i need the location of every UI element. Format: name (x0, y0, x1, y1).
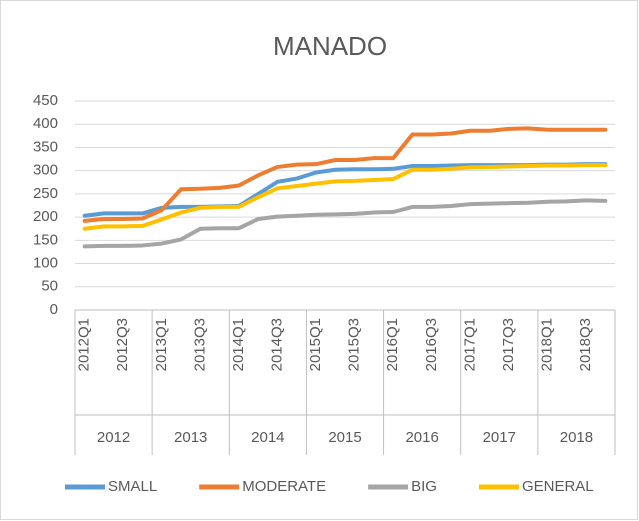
x-group-label: 2017 (483, 429, 516, 446)
x-tick-label: 2016Q1 (384, 318, 401, 371)
x-tick-label: 2013Q3 (191, 318, 208, 371)
x-tick-label: 2016Q3 (423, 318, 440, 371)
legend-label: BIG (411, 478, 437, 495)
x-tick-label: 2013Q1 (153, 318, 170, 371)
x-group-label: 2018 (560, 429, 593, 446)
y-tick-label: 450 (33, 92, 58, 109)
chart-title: MANADO (273, 31, 387, 61)
x-tick-label: 2017Q3 (500, 318, 517, 371)
series-line (82, 198, 608, 249)
legend-label: MODERATE (242, 478, 326, 495)
x-tick-label: 2017Q1 (461, 318, 478, 371)
x-group-label: 2015 (328, 429, 361, 446)
series-line (82, 126, 608, 223)
y-tick-label: 0 (50, 301, 58, 318)
x-tick-label: 2014Q3 (268, 318, 285, 371)
x-group-label: 2014 (251, 429, 284, 446)
y-tick-label: 100 (33, 255, 58, 272)
y-tick-label: 200 (33, 208, 58, 225)
y-tick-label: 350 (33, 138, 58, 155)
x-tick-label: 2015Q1 (307, 318, 324, 371)
y-tick-label: 150 (33, 231, 58, 248)
x-group-label: 2013 (174, 429, 207, 446)
y-tick-label: 250 (33, 185, 58, 202)
legend-label: GENERAL (522, 478, 594, 495)
y-tick-label: 50 (41, 278, 58, 295)
y-tick-label: 300 (33, 162, 58, 179)
x-tick-label: 2015Q3 (346, 318, 363, 371)
x-tick-label: 2012Q3 (114, 318, 131, 371)
x-tick-label: 2018Q3 (577, 318, 594, 371)
y-tick-label: 400 (33, 115, 58, 132)
x-tick-label: 2018Q1 (538, 318, 555, 371)
legend-label: SMALL (108, 478, 157, 495)
series-line (82, 163, 608, 231)
x-group-label: 2016 (405, 429, 438, 446)
x-group-label: 2012 (97, 429, 130, 446)
x-tick-label: 2014Q1 (230, 318, 247, 371)
x-tick-label: 2012Q1 (76, 318, 93, 371)
